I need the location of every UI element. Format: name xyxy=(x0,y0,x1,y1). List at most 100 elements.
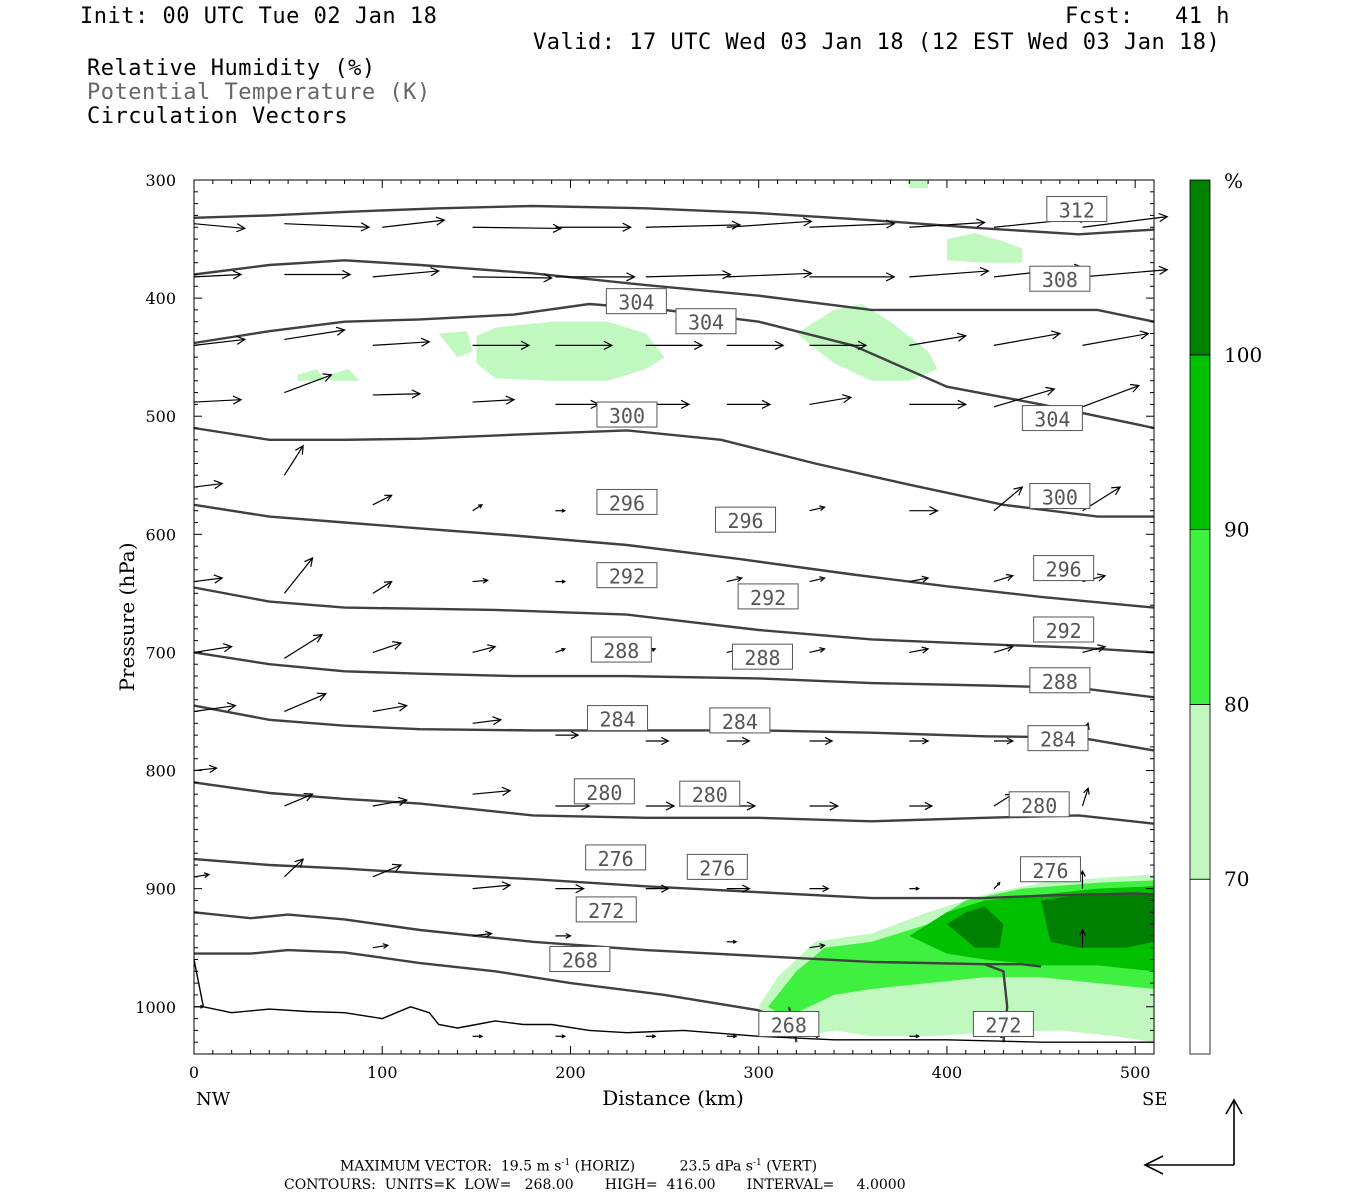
contour-label-box xyxy=(585,844,647,871)
vector-shaft xyxy=(284,329,345,341)
circulation-vector xyxy=(472,881,512,891)
circulation-vector xyxy=(555,730,580,740)
vector-head xyxy=(722,270,732,280)
vector-head xyxy=(857,340,868,350)
circulation-vector xyxy=(372,943,390,949)
vector-shaft xyxy=(372,494,392,506)
vector-head xyxy=(561,647,567,652)
vector-head xyxy=(822,885,830,893)
contour-label-280: 280 xyxy=(692,783,728,807)
circulation-vector xyxy=(193,764,218,774)
contour-label-280: 280 xyxy=(1021,794,1057,818)
y-axis-label: Pressure (hPa) xyxy=(115,543,139,692)
vector-shaft xyxy=(193,704,236,713)
vector-shaft xyxy=(472,645,496,654)
circulation-vector xyxy=(284,326,346,341)
vector-head xyxy=(200,1004,205,1009)
vector-shaft xyxy=(382,219,445,228)
circulation-vector xyxy=(283,444,304,476)
contour-label-box xyxy=(731,643,793,670)
vector-head xyxy=(1051,330,1062,340)
circulation-vector xyxy=(284,373,333,394)
circulation-vector xyxy=(555,579,567,584)
colorbar-label: 70 xyxy=(1224,867,1249,891)
vector-head xyxy=(484,930,493,938)
x-tick-label: 500 xyxy=(1120,1063,1151,1082)
vector-head xyxy=(411,389,422,399)
vector-shaft xyxy=(993,332,1060,346)
circulation-vector xyxy=(809,272,896,282)
circulation-vector xyxy=(726,1034,738,1039)
vector-shaft xyxy=(372,944,388,949)
circulation-vector xyxy=(1082,265,1169,278)
circulation-vector xyxy=(555,222,633,232)
rh-region-70 xyxy=(946,233,1023,263)
circulation-vector xyxy=(193,335,247,346)
x-tick-label: 400 xyxy=(932,1063,963,1082)
vector-shaft xyxy=(909,270,989,278)
vector-shaft xyxy=(993,486,1023,512)
circulation-vector xyxy=(909,266,990,278)
circulation-vector xyxy=(726,884,751,893)
circulation-vector xyxy=(909,801,934,811)
circulation-vector xyxy=(909,575,930,583)
contour-label-288: 288 xyxy=(1042,670,1078,694)
circulation-vector xyxy=(372,796,409,807)
rh-shading xyxy=(297,180,1154,1043)
vector-head xyxy=(842,394,853,404)
contour-label-284: 284 xyxy=(722,710,758,734)
circulation-vector xyxy=(193,574,224,584)
vector-shaft xyxy=(909,335,966,346)
vector-head xyxy=(222,643,233,653)
vector-shaft xyxy=(283,557,314,594)
vector-shaft xyxy=(1082,269,1168,278)
contour-label-272: 272 xyxy=(588,899,624,923)
contour-label-312: 312 xyxy=(1059,199,1095,223)
circulation-vector xyxy=(1081,786,1090,807)
rh-region-70 xyxy=(438,331,473,358)
circulation-vector xyxy=(193,395,243,405)
circulation-vector xyxy=(193,223,247,233)
vector-head xyxy=(303,792,314,802)
vector-head xyxy=(741,884,751,893)
rh-region-70 xyxy=(909,180,929,189)
circulation-vector xyxy=(726,340,785,350)
contour-label-300: 300 xyxy=(609,404,645,428)
vector-head xyxy=(236,335,247,345)
contour-label-box xyxy=(590,636,652,663)
circulation-vector xyxy=(726,939,738,944)
vector-shaft xyxy=(372,642,402,654)
vector-shaft xyxy=(193,338,245,346)
contour-label-292: 292 xyxy=(750,586,786,610)
vector-head xyxy=(1045,386,1056,396)
terrain-line xyxy=(193,959,1154,1043)
vector-shaft xyxy=(1081,788,1089,807)
vector-head xyxy=(232,270,243,280)
theta-contour-292 xyxy=(193,586,1155,654)
vector-head xyxy=(304,556,314,567)
theta-contour-300 xyxy=(193,426,1154,518)
contour-label-276: 276 xyxy=(598,847,634,871)
vector-head xyxy=(561,508,567,513)
circulation-vector xyxy=(1082,212,1169,228)
vector-head xyxy=(435,216,446,226)
x-tick-label: 100 xyxy=(367,1063,398,1082)
circulation-vector xyxy=(645,801,676,811)
contour-label-box xyxy=(737,583,799,610)
vector-head xyxy=(295,444,304,455)
circulation-vector xyxy=(645,220,742,230)
circulation-vector xyxy=(382,216,446,228)
vector-head xyxy=(501,786,512,796)
circulation-vector xyxy=(909,1034,921,1039)
contour-label-box xyxy=(679,780,741,807)
circulation-vector xyxy=(284,692,327,713)
vector-head xyxy=(501,881,512,891)
circulation-vector xyxy=(472,340,531,350)
vector-head xyxy=(885,272,896,282)
circulation-vector xyxy=(555,272,636,282)
vector-head xyxy=(397,796,409,806)
vector-head xyxy=(732,1034,738,1039)
theta-contour-288 xyxy=(193,651,1155,699)
x-tick-label: 0 xyxy=(189,1063,199,1082)
colorbar-unit: % xyxy=(1224,169,1243,193)
